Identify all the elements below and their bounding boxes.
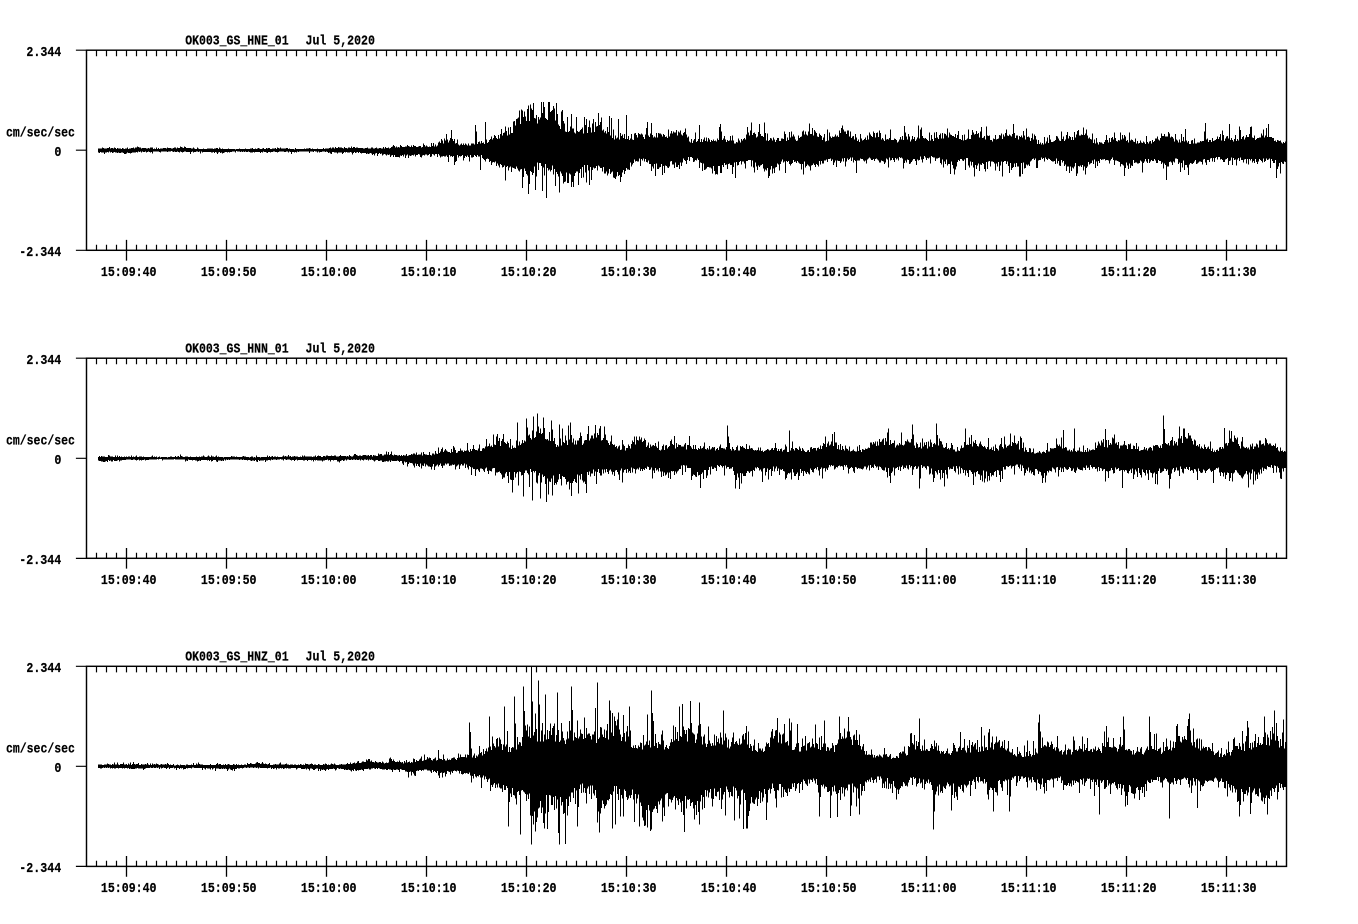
- svg-text:OK003_GS_HNN_01: OK003_GS_HNN_01: [185, 341, 288, 357]
- svg-text:cm/sec/sec: cm/sec/sec: [6, 433, 75, 449]
- svg-text:15:10:10: 15:10:10: [401, 265, 457, 281]
- svg-text:Jul 5,2020: Jul 5,2020: [306, 33, 375, 49]
- svg-text:15:09:50: 15:09:50: [201, 881, 257, 897]
- svg-text:15:11:00: 15:11:00: [901, 573, 957, 589]
- svg-text:15:09:50: 15:09:50: [201, 265, 257, 281]
- svg-text:15:09:40: 15:09:40: [101, 881, 157, 897]
- svg-text:Jul 5,2020: Jul 5,2020: [306, 650, 375, 666]
- svg-text:15:09:50: 15:09:50: [201, 573, 257, 589]
- svg-text:15:10:30: 15:10:30: [601, 881, 657, 897]
- svg-text:-2.344: -2.344: [19, 553, 61, 569]
- svg-text:15:10:00: 15:10:00: [301, 573, 357, 589]
- svg-text:15:09:40: 15:09:40: [101, 265, 157, 281]
- svg-text:15:10:00: 15:10:00: [301, 265, 357, 281]
- svg-text:15:11:20: 15:11:20: [1101, 265, 1157, 281]
- svg-text:-2.344: -2.344: [19, 861, 61, 877]
- svg-text:15:10:50: 15:10:50: [801, 265, 857, 281]
- svg-text:15:10:30: 15:10:30: [601, 265, 657, 281]
- svg-text:15:10:10: 15:10:10: [401, 573, 457, 589]
- svg-text:15:10:10: 15:10:10: [401, 881, 457, 897]
- svg-text:2.344: 2.344: [26, 353, 61, 369]
- svg-text:15:10:40: 15:10:40: [701, 265, 757, 281]
- svg-text:15:11:30: 15:11:30: [1201, 573, 1257, 589]
- svg-text:15:11:30: 15:11:30: [1201, 265, 1257, 281]
- svg-text:15:10:20: 15:10:20: [501, 573, 557, 589]
- svg-text:15:10:50: 15:10:50: [801, 573, 857, 589]
- svg-text:15:11:00: 15:11:00: [901, 265, 957, 281]
- svg-text:15:11:00: 15:11:00: [901, 881, 957, 897]
- svg-text:15:11:20: 15:11:20: [1101, 881, 1157, 897]
- svg-text:-2.344: -2.344: [19, 245, 61, 261]
- svg-text:cm/sec/sec: cm/sec/sec: [6, 125, 75, 141]
- svg-text:OK003_GS_HNE_01: OK003_GS_HNE_01: [185, 33, 288, 49]
- svg-text:15:10:20: 15:10:20: [501, 265, 557, 281]
- svg-text:15:11:10: 15:11:10: [1001, 573, 1057, 589]
- svg-text:0: 0: [54, 453, 61, 469]
- svg-text:15:09:40: 15:09:40: [101, 573, 157, 589]
- svg-text:OK003_GS_HNZ_01: OK003_GS_HNZ_01: [185, 650, 288, 666]
- svg-text:2.344: 2.344: [26, 661, 61, 677]
- svg-text:15:10:40: 15:10:40: [701, 881, 757, 897]
- svg-text:15:11:10: 15:11:10: [1001, 265, 1057, 281]
- svg-text:cm/sec/sec: cm/sec/sec: [6, 742, 75, 758]
- svg-text:15:11:30: 15:11:30: [1201, 881, 1257, 897]
- svg-text:15:10:30: 15:10:30: [601, 573, 657, 589]
- svg-text:15:10:00: 15:10:00: [301, 881, 357, 897]
- svg-text:0: 0: [54, 761, 61, 777]
- svg-text:15:10:40: 15:10:40: [701, 573, 757, 589]
- svg-text:Jul 5,2020: Jul 5,2020: [306, 341, 375, 357]
- svg-text:15:11:10: 15:11:10: [1001, 881, 1057, 897]
- svg-text:15:10:50: 15:10:50: [801, 881, 857, 897]
- svg-text:2.344: 2.344: [26, 45, 61, 61]
- svg-text:15:10:20: 15:10:20: [501, 881, 557, 897]
- svg-text:0: 0: [54, 145, 61, 161]
- svg-text:15:11:20: 15:11:20: [1101, 573, 1157, 589]
